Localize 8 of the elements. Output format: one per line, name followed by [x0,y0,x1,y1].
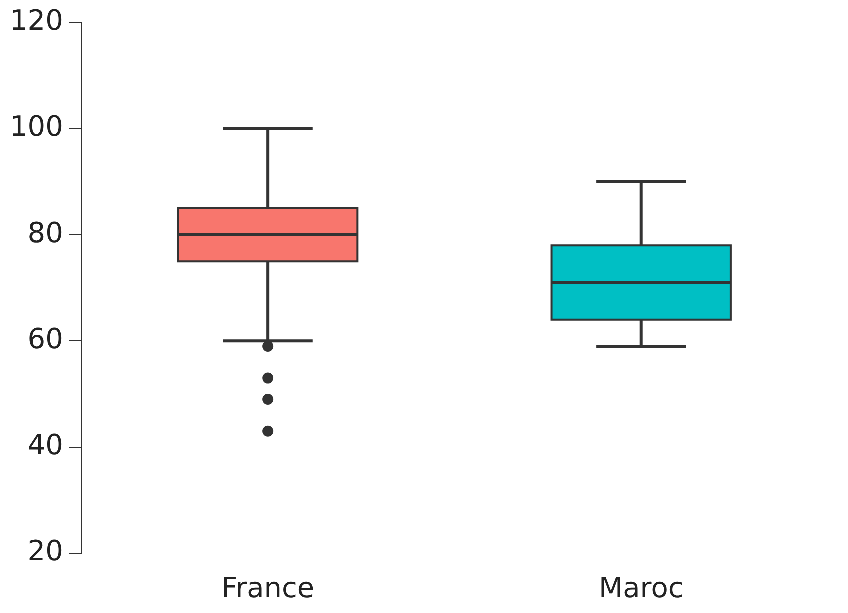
y-tick-label: 60 [28,322,64,356]
y-tick-label: 20 [28,534,64,568]
y-tick-label: 40 [28,428,64,462]
y-tick-label: 120 [10,4,64,38]
y-tick-label: 100 [10,110,64,144]
x-tick-label: Maroc [598,571,684,604]
x-tick-label: France [222,571,315,604]
y-tick-label: 80 [28,216,64,250]
